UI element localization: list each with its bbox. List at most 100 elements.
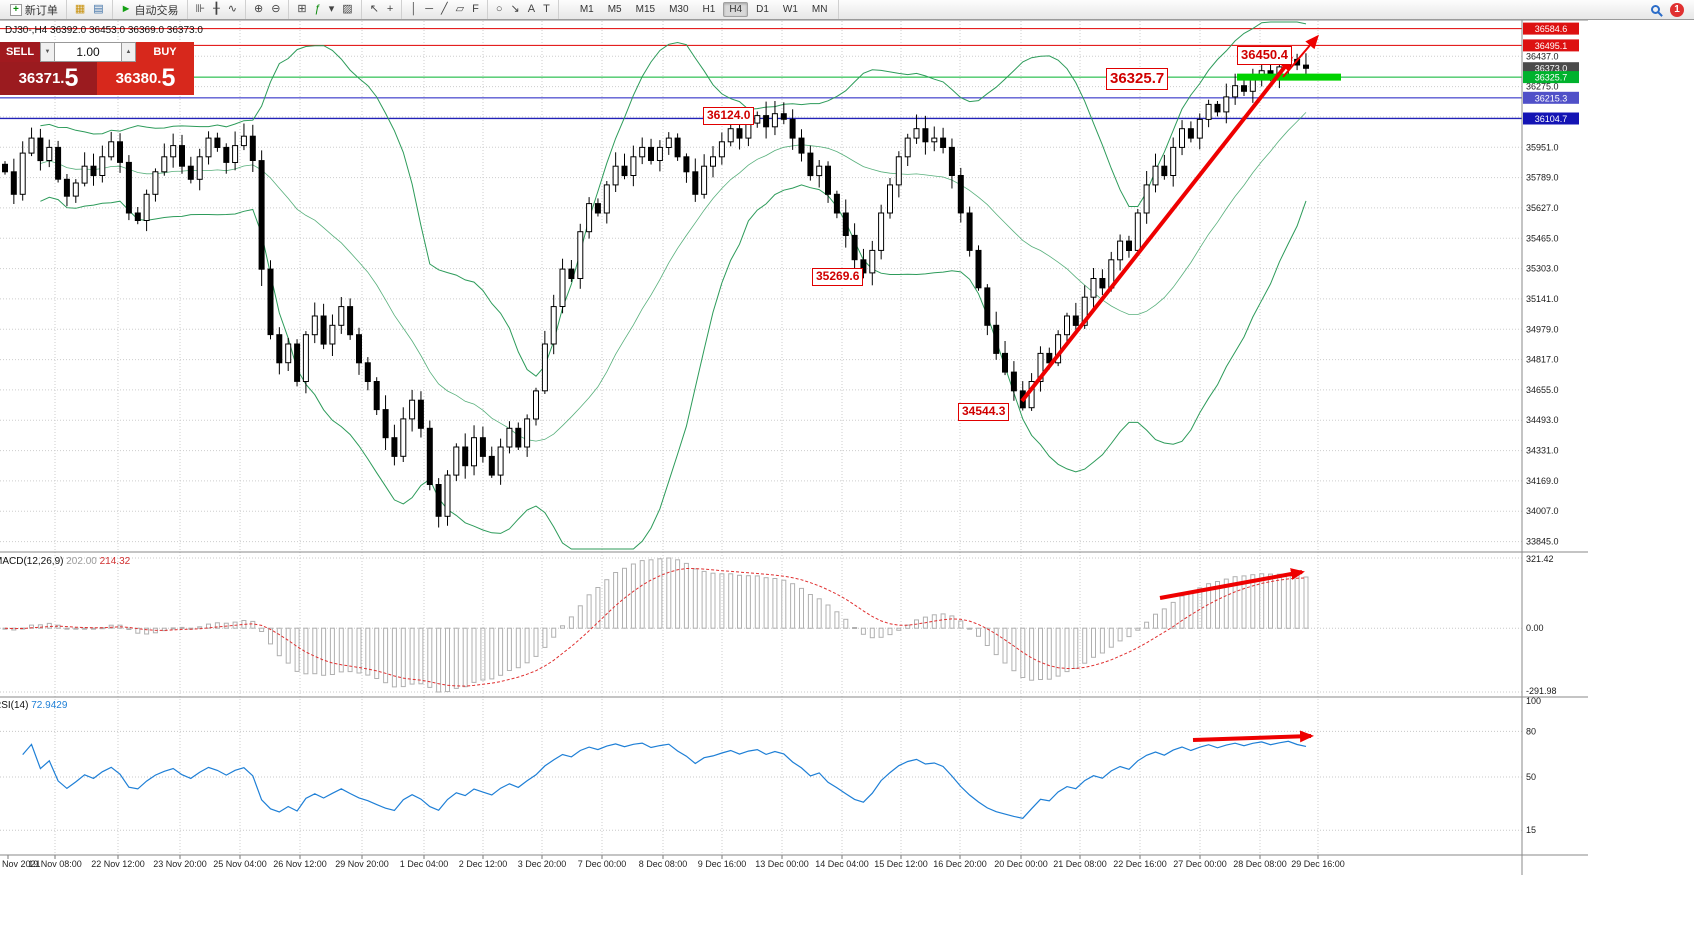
timeframe-m5-button[interactable]: M5 <box>607 4 622 15</box>
time-axis-label: 14 Dec 04:00 <box>815 859 869 869</box>
shapes-button[interactable]: ○ <box>492 2 507 18</box>
arrows-tool-icon: ↘ <box>510 3 520 15</box>
price-annotation[interactable]: 34544.3 <box>958 403 1010 421</box>
chart-symbols-icon: ▦ <box>74 3 86 15</box>
macd-arrow[interactable] <box>1159 568 1305 600</box>
line-chart-button[interactable]: ∿ <box>224 2 241 18</box>
search-icon[interactable] <box>1651 5 1660 14</box>
timeframe-toolbar: M1 M5 M15 M30 H1 H4 D1 W1 MN <box>569 0 840 19</box>
time-axis-label: 21 Dec 08:00 <box>1053 859 1107 869</box>
time-axis-label: 7 Dec 00:00 <box>578 859 627 869</box>
buy-button[interactable]: BUY <box>136 42 194 62</box>
volume-input[interactable]: 1.00 <box>55 42 121 62</box>
indicators-icon: ƒ <box>314 3 321 15</box>
price-level-badge: 36215.3 <box>1535 93 1568 103</box>
equidistant-channel-icon: ▱ <box>455 3 465 15</box>
equidistant-channel-button[interactable]: ▱ <box>452 2 468 18</box>
zoom-in-button[interactable]: ⊕ <box>250 2 267 18</box>
trendline-button[interactable]: ╱ <box>437 2 452 18</box>
market-watch-button[interactable]: ▤ <box>89 2 107 18</box>
price-annotation[interactable]: 36124.0 <box>703 107 755 125</box>
toolbar-group: ▦ ▤ <box>67 0 113 19</box>
volume-up-button[interactable]: ▲ <box>121 42 136 62</box>
time-axis-label: 20 Dec 00:00 <box>994 859 1048 869</box>
crosshair-button[interactable]: + <box>383 2 397 18</box>
time-axis-label: Nov 2021 <box>2 859 41 869</box>
auto-trading-icon: ► <box>120 3 132 15</box>
price-level-badge: 36104.7 <box>1535 114 1568 124</box>
new-order-button[interactable]: + 新订单 <box>6 2 62 18</box>
bar-chart-button[interactable]: ⊪ <box>192 2 210 18</box>
zoom-out-icon: ⊖ <box>271 3 281 15</box>
price-axis-label: 35789.0 <box>1526 173 1559 183</box>
auto-trading-button[interactable]: ► 自动交易 <box>117 2 183 18</box>
price-axis-label: 35951.0 <box>1526 142 1559 152</box>
trend-arrow-tip[interactable] <box>1282 34 1319 78</box>
toolbar-group: ⊕ ⊖ <box>246 0 290 19</box>
timeframe-m15-button[interactable]: M15 <box>635 4 656 15</box>
trend-arrow[interactable] <box>1020 56 1293 403</box>
toolbar-right: 1 <box>1651 2 1692 17</box>
time-axis-label: 26 Nov 12:00 <box>273 859 327 869</box>
chart-symbols-button[interactable]: ▦ <box>71 2 89 18</box>
price-axis-label: 33845.0 <box>1526 537 1559 547</box>
toolbar-group: ► 自动交易 <box>113 0 188 19</box>
price-axis-label: 34655.0 <box>1526 385 1559 395</box>
templates-button[interactable]: ▨ <box>338 2 356 18</box>
price-axis-label: 34331.0 <box>1526 446 1559 456</box>
triangle-down-icon: ▼ <box>44 49 51 55</box>
trendline-icon: ╱ <box>441 3 448 15</box>
cursor-button[interactable]: ↖ <box>366 2 383 18</box>
price-axis-label: 34007.0 <box>1526 506 1559 516</box>
text-button[interactable]: A <box>524 2 539 18</box>
periods-button[interactable]: ▾ <box>325 2 339 18</box>
timeframe-h4-button[interactable]: H4 <box>723 2 749 17</box>
time-axis-label: 29 Nov 20:00 <box>335 859 389 869</box>
price-annotation[interactable]: 36325.7 <box>1106 68 1169 90</box>
macd-name: MACD(12,26,9) <box>0 556 64 567</box>
fibonacci-icon: F <box>472 3 479 15</box>
time-axis-label: 22 Dec 16:00 <box>1113 859 1167 869</box>
time-axis-label: 28 Dec 08:00 <box>1233 859 1287 869</box>
horizontal-line-button[interactable]: ─ <box>421 2 437 18</box>
sell-price-panel[interactable]: 36371. 5 <box>0 62 97 95</box>
indicators-button[interactable]: ƒ <box>311 2 325 18</box>
price-annotation[interactable]: 36450.4 <box>1237 46 1292 65</box>
toolbar-group: ⊪ ╂ ∿ <box>188 0 246 19</box>
rsi-axis-label: 100 <box>1526 696 1541 706</box>
candlestick-chart-button[interactable]: ╂ <box>209 2 224 18</box>
price-annotation[interactable]: 35269.6 <box>812 268 864 286</box>
vertical-line-button[interactable]: │ <box>406 2 421 18</box>
price-axis-label: 34817.0 <box>1526 355 1559 365</box>
timeframe-m30-button[interactable]: M30 <box>669 4 689 15</box>
text-label-button[interactable]: T <box>539 2 554 18</box>
macd-main-value: 202.00 <box>66 556 97 567</box>
volume-down-button[interactable]: ▼ <box>40 42 55 62</box>
price-level-badge: 36325.7 <box>1535 73 1568 83</box>
tile-windows-button[interactable]: ⊞ <box>293 2 310 18</box>
zoom-out-button[interactable]: ⊖ <box>267 2 284 18</box>
rsi-arrow[interactable] <box>1192 730 1314 743</box>
timeframe-mn-button[interactable]: MN <box>811 4 828 15</box>
arrows-tool-button[interactable]: ↘ <box>507 2 524 18</box>
chart-ohlc-header: DJ30-,H4 36392.0 36453.0 36369.0 36373.0 <box>5 25 203 36</box>
shapes-icon: ○ <box>495 3 503 15</box>
buy-price-panel[interactable]: 36380. 5 <box>97 62 194 95</box>
rsi-axis-label: 50 <box>1526 772 1536 782</box>
price-axis-label: 36275.0 <box>1526 82 1559 92</box>
timeframe-d1-button[interactable]: D1 <box>756 4 769 15</box>
fibonacci-button[interactable]: F <box>468 2 483 18</box>
notification-badge[interactable]: 1 <box>1670 2 1684 17</box>
price-level-badge: 36584.6 <box>1535 24 1568 34</box>
timeframe-h1-button[interactable]: H1 <box>702 4 716 15</box>
sell-button[interactable]: SELL <box>0 42 40 62</box>
price-axis-label: 34493.0 <box>1526 415 1559 425</box>
bar-chart-icon: ⊪ <box>195 3 206 15</box>
timeframe-w1-button[interactable]: W1 <box>782 4 798 15</box>
line-chart-icon: ∿ <box>227 3 237 15</box>
timeframe-m1-button[interactable]: M1 <box>579 4 594 15</box>
sell-price: 36371. <box>18 70 65 87</box>
text-icon: A <box>527 3 536 15</box>
